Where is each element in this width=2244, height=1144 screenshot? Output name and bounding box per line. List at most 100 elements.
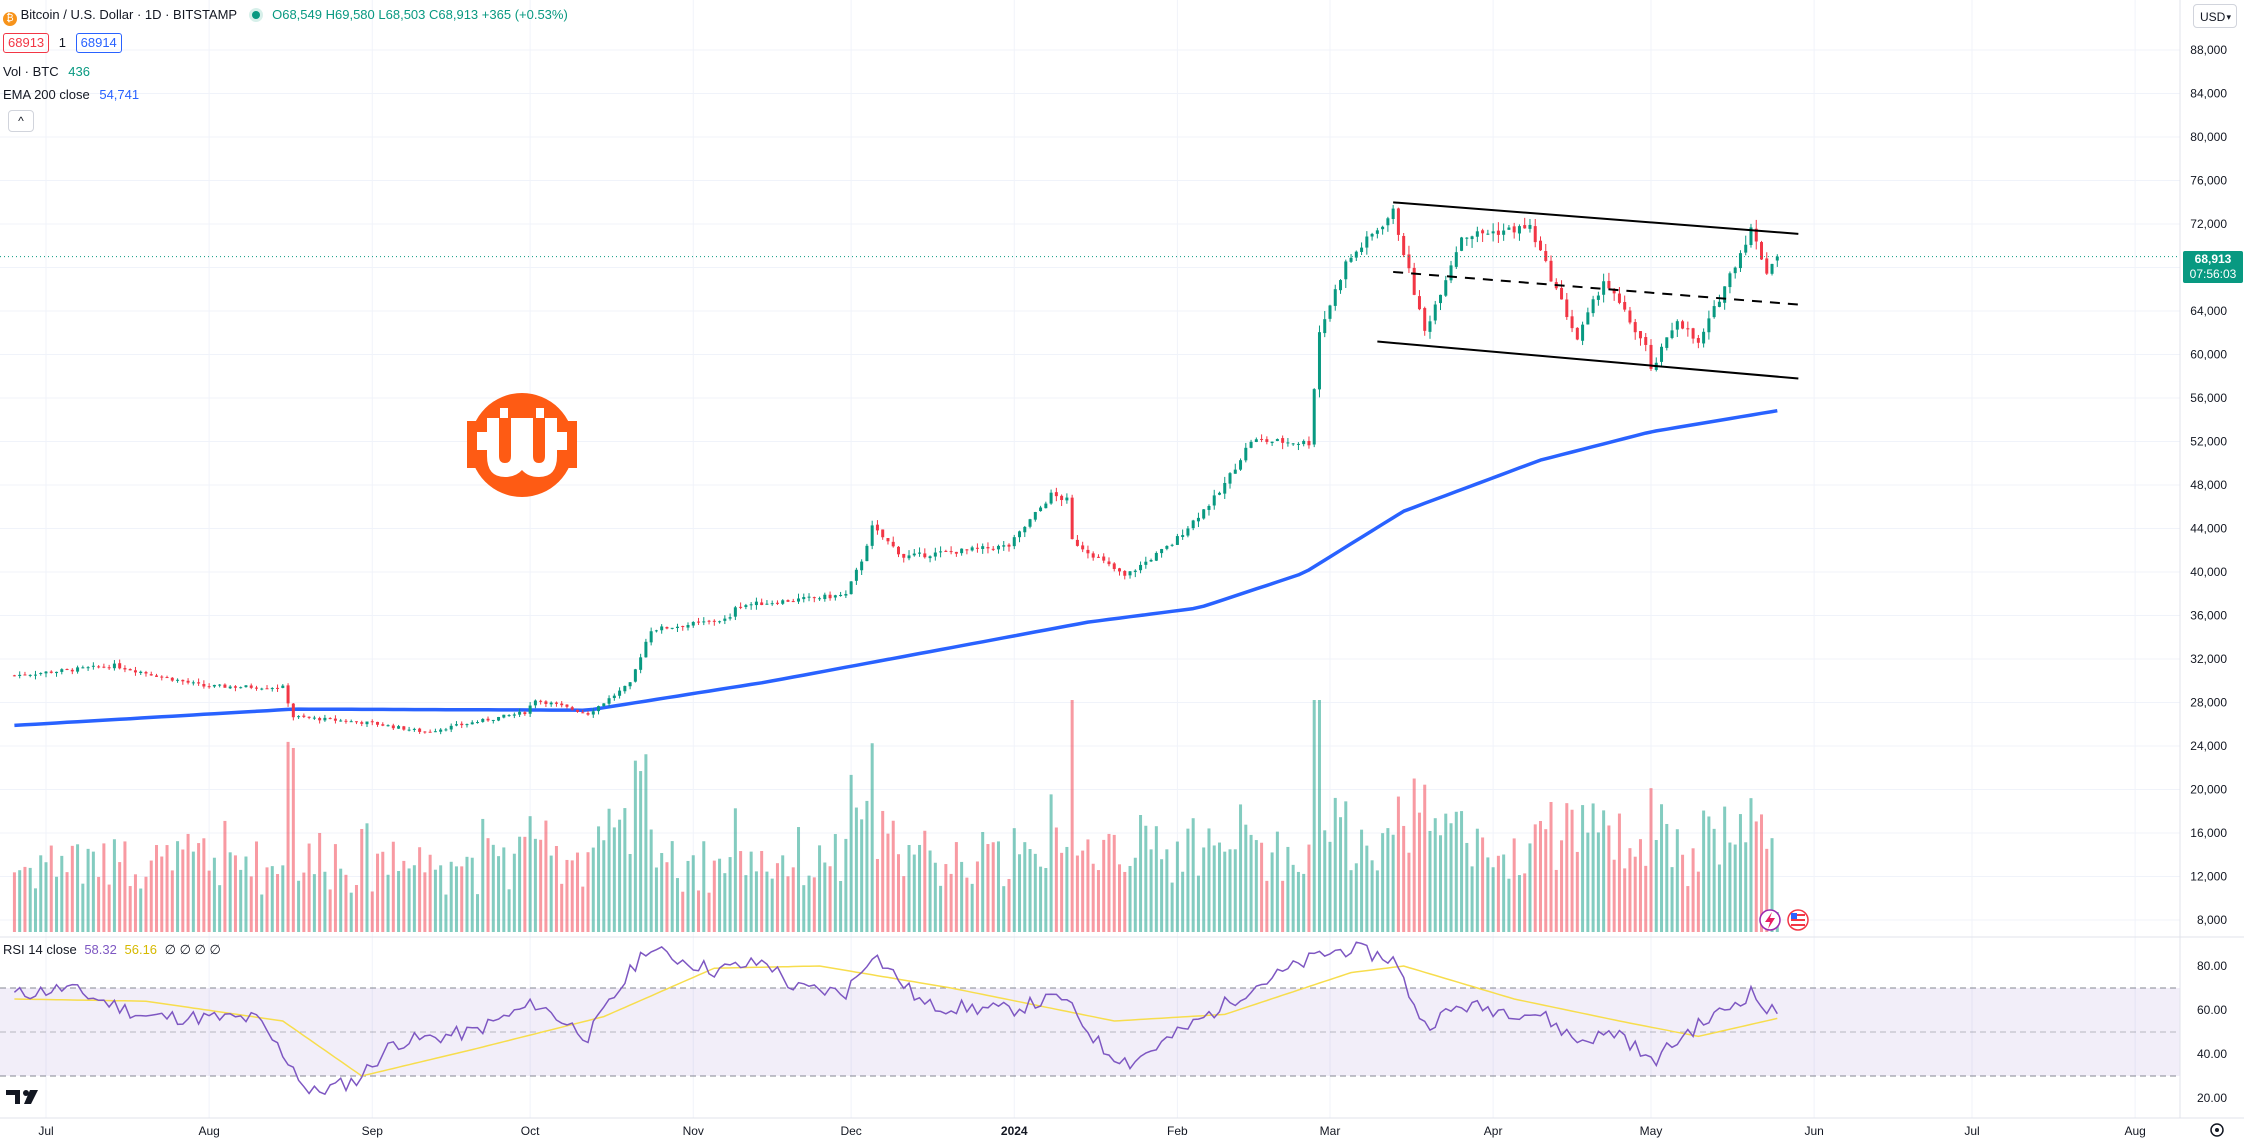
rsi-legend[interactable]: RSI 14 close 58.32 56.16 ∅ ∅ ∅ ∅ xyxy=(3,941,221,958)
symbol-title[interactable]: Bitcoin / U.S. Dollar · 1D · BITSTAMP xyxy=(20,7,237,22)
candle-body xyxy=(512,714,516,716)
candle-body xyxy=(675,626,679,629)
collapse-legend-button[interactable]: ^ xyxy=(8,110,34,132)
currency-select[interactable]: USD ▾ xyxy=(2193,4,2237,28)
rsi-line xyxy=(13,941,1778,1096)
price-tick-label: 64,000 xyxy=(2190,304,2227,318)
candle-body xyxy=(76,667,80,672)
volume-bar xyxy=(1733,844,1737,932)
candle-body xyxy=(1396,208,1400,235)
volume-bar xyxy=(1291,864,1295,932)
candle-body xyxy=(160,676,164,678)
volume-bar xyxy=(1054,827,1058,932)
last-price-value: 68,913 xyxy=(2194,252,2232,266)
volume-bar xyxy=(18,870,22,932)
volume-bar xyxy=(518,836,522,932)
volume-bar xyxy=(1333,797,1337,932)
candle-body xyxy=(302,715,306,717)
candle-body xyxy=(1365,236,1369,248)
volume-bar xyxy=(965,877,969,932)
volume-bar xyxy=(328,889,332,932)
candle-body xyxy=(1502,230,1506,235)
candle-body xyxy=(1086,549,1090,554)
candle-body xyxy=(1617,293,1621,303)
lightning-icon[interactable] xyxy=(1759,909,1781,931)
candle-body xyxy=(202,684,206,687)
candle-body xyxy=(812,597,816,599)
candle-body xyxy=(1196,517,1200,522)
candle-body xyxy=(807,596,811,598)
bid-price-button[interactable]: 68913 xyxy=(3,33,50,53)
volume-bar xyxy=(1312,700,1316,932)
candle-body xyxy=(1717,301,1721,307)
volume-bar xyxy=(249,876,253,932)
volume-bar xyxy=(297,880,301,932)
volume-bar xyxy=(849,774,853,932)
candle-body xyxy=(702,621,706,623)
candle-body xyxy=(591,711,595,715)
candle-body xyxy=(149,674,153,676)
volume-bar xyxy=(149,860,153,932)
volume-bar xyxy=(1018,854,1022,932)
candle-body xyxy=(1307,440,1311,446)
candle-body xyxy=(1465,237,1469,239)
volume-bar xyxy=(1160,859,1164,932)
ohlc-close: C68,913 xyxy=(429,7,479,22)
candle-body xyxy=(518,711,522,715)
volume-bar xyxy=(349,892,353,932)
volume-bar xyxy=(1149,849,1153,932)
volume-bar xyxy=(1723,806,1727,932)
candle-body xyxy=(433,731,437,733)
candle-body xyxy=(1323,319,1327,334)
volume-bar xyxy=(228,852,232,932)
candle-body xyxy=(265,688,269,690)
candle-body xyxy=(602,703,606,707)
candle-body xyxy=(133,670,137,673)
settings-gear-icon[interactable] xyxy=(2210,1123,2224,1137)
volume-bar xyxy=(1565,803,1569,932)
candle-body xyxy=(1538,240,1542,251)
volume-bar xyxy=(333,844,337,932)
currency-value: USD xyxy=(2200,10,2226,24)
volume-bar xyxy=(1502,854,1506,932)
volume-bar xyxy=(1328,841,1332,932)
volume-bar xyxy=(1354,863,1358,932)
volume-bar xyxy=(418,847,422,932)
candle-body xyxy=(1770,263,1774,274)
volume-bar xyxy=(923,830,927,932)
ask-price-button[interactable]: 68914 xyxy=(75,33,122,53)
volume-bar xyxy=(170,870,174,932)
ema-legend[interactable]: EMA 200 close 54,741 xyxy=(3,86,139,103)
candle-body xyxy=(497,716,501,721)
candle-body xyxy=(1102,556,1106,561)
candle-body xyxy=(1007,544,1011,547)
volume-bar xyxy=(1665,823,1669,932)
volume-bar xyxy=(839,880,843,932)
candle-body xyxy=(123,668,127,670)
volume-bar xyxy=(1065,846,1069,932)
candle-body xyxy=(318,718,322,721)
candle-body xyxy=(1417,296,1421,310)
candle-body xyxy=(1512,226,1516,233)
candle-body xyxy=(665,627,669,629)
volume-bar xyxy=(60,855,64,932)
us-flag-icon[interactable] xyxy=(1787,909,1809,931)
volume-legend[interactable]: Vol · BTC 436 xyxy=(3,63,90,80)
volume-bar xyxy=(807,875,811,932)
candle-body xyxy=(844,593,848,596)
volume-bar xyxy=(1428,830,1432,932)
ohlc-high: H69,580 xyxy=(325,7,375,22)
volume-bar xyxy=(1549,802,1553,932)
volume-bar xyxy=(1544,829,1548,932)
candle-body xyxy=(860,561,864,571)
volume-bar xyxy=(1491,867,1495,932)
volume-bar xyxy=(1749,798,1753,932)
candle-body xyxy=(1775,256,1779,261)
volume-bar xyxy=(1570,809,1574,932)
candle-body xyxy=(81,667,85,669)
volume-bar xyxy=(12,872,16,932)
volume-bar xyxy=(1396,796,1400,932)
candle-body xyxy=(770,603,774,605)
volume-bar xyxy=(1023,842,1027,932)
